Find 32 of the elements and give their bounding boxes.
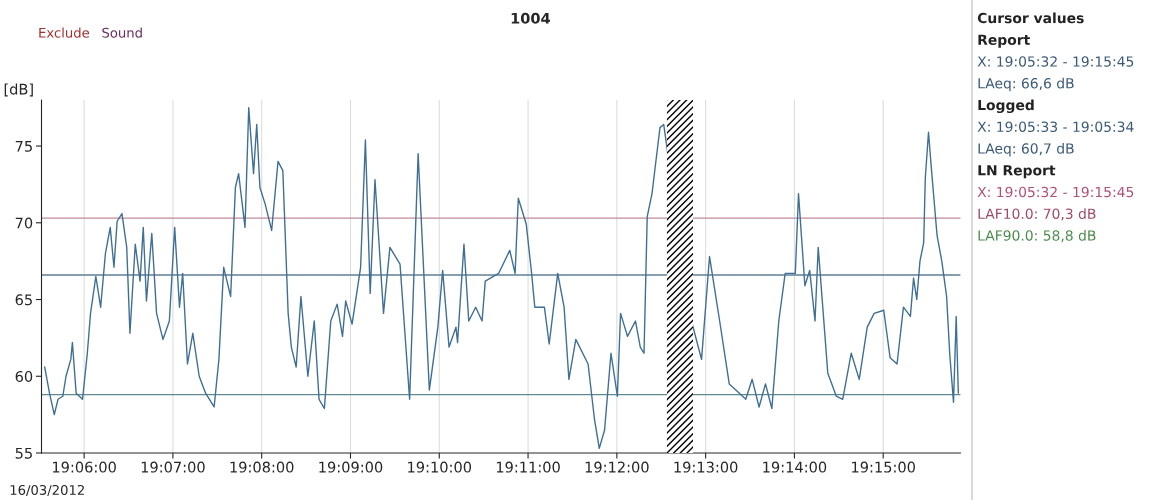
x-tick-label: 19:11:00	[496, 461, 560, 473]
text: X: 19:05:32 - 19:15:45	[977, 186, 1134, 198]
y-tick-label: 60	[15, 370, 33, 383]
x-tick-label: 19:15:00	[852, 461, 915, 473]
x-tick-label: 19:08:00	[230, 461, 294, 473]
y-tick-label: 70	[15, 217, 33, 229]
x-tick-label: 19:07:00	[141, 461, 205, 473]
text: Sound	[102, 27, 142, 38]
text: LN Report	[978, 165, 1056, 179]
y-tick-label: 65	[15, 294, 32, 306]
text: Report	[978, 34, 1030, 48]
y-tick-label: 55	[15, 447, 32, 459]
x-tick-label: 19:13:00	[674, 461, 738, 473]
text: Cursor values	[977, 12, 1084, 24]
y-axis-title: [dB]	[4, 83, 33, 97]
text: LAF10.0: 70,3 dB	[978, 208, 1096, 221]
line-series	[44, 106, 960, 450]
y-tick-label: 75	[15, 140, 32, 152]
x-tick-label: 19:10:00	[408, 461, 472, 473]
text: LAeq: 60,7 dB	[978, 143, 1074, 157]
text: 16/03/2012	[10, 484, 84, 496]
text: LAeq: 66,6 dB	[978, 77, 1074, 92]
x-tick-label: 19:06:00	[52, 461, 116, 473]
chart-title: 1004	[511, 12, 550, 24]
text: X: 19:05:32 - 19:15:45	[977, 56, 1134, 67]
x-tick-label: 19:12:00	[585, 461, 649, 473]
x-tick-label: 19:14:00	[763, 461, 827, 473]
text: LAF90.0: 58,8 dB	[978, 230, 1096, 243]
text: Logged	[978, 99, 1034, 114]
text: X: 19:05:33 - 19:05:34	[977, 121, 1134, 132]
x-tick-label: 19:09:00	[319, 461, 383, 473]
text: Exclude	[39, 27, 90, 38]
